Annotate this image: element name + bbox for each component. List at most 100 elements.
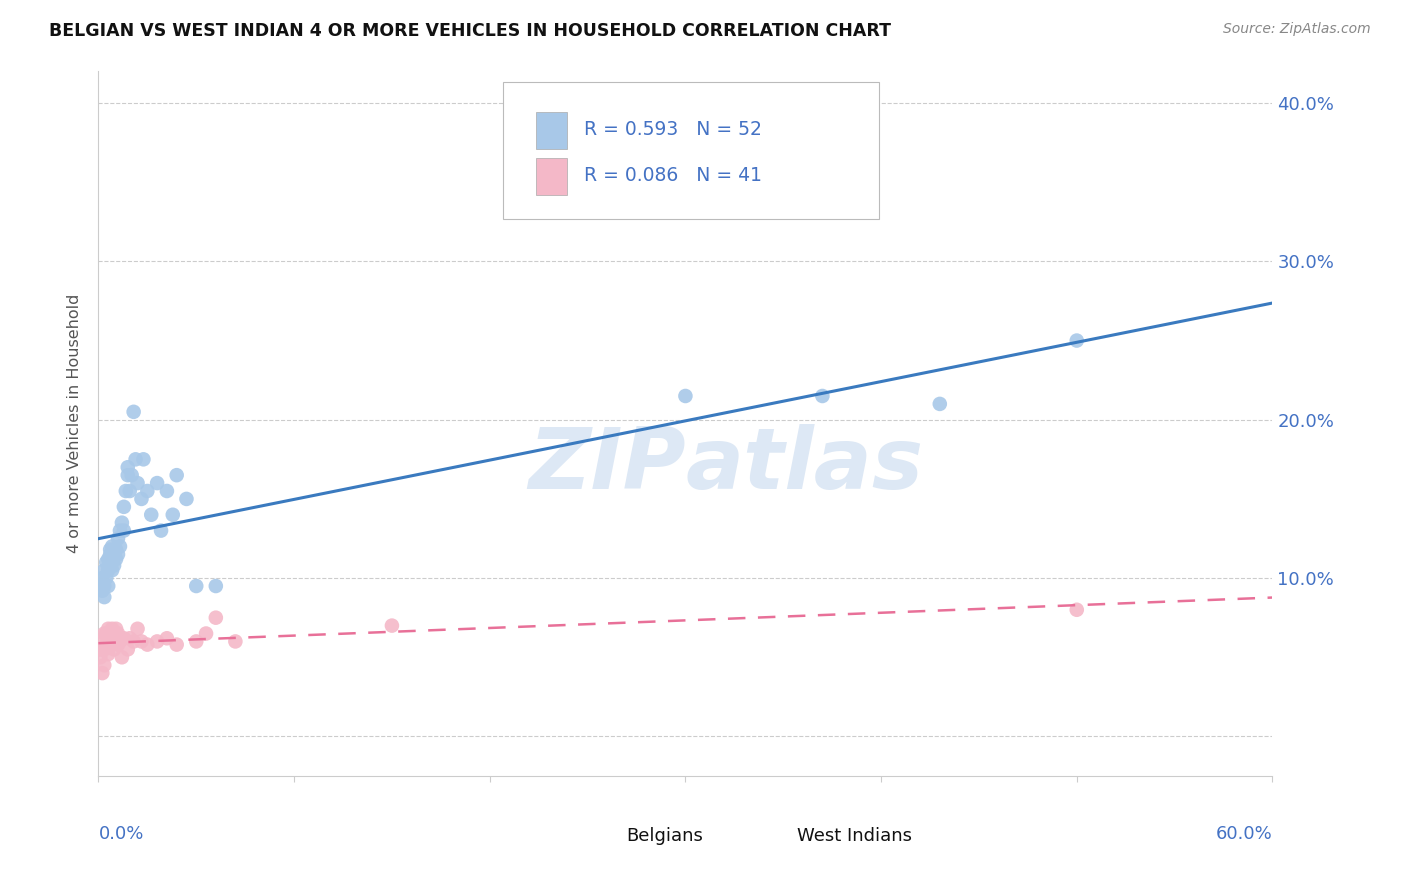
Point — [91, 642, 114, 657]
Text: Source: ZipAtlas.com: Source: ZipAtlas.com — [1223, 22, 1371, 37]
Point — [101, 540, 124, 554]
Point — [103, 626, 125, 640]
Bar — [536, 112, 567, 149]
Point — [89, 642, 111, 657]
Point — [118, 483, 141, 498]
Point — [91, 666, 114, 681]
Point — [98, 558, 121, 573]
Point — [107, 547, 129, 561]
Point — [105, 622, 128, 636]
Point — [150, 524, 173, 538]
Point — [96, 571, 118, 585]
Point — [146, 476, 169, 491]
Point — [91, 583, 114, 598]
Text: R = 0.086   N = 41: R = 0.086 N = 41 — [585, 166, 762, 186]
Point — [101, 634, 124, 648]
Point — [103, 558, 125, 573]
Point — [114, 483, 136, 498]
Point — [117, 460, 139, 475]
Text: Belgians: Belgians — [627, 827, 703, 845]
Point — [127, 622, 149, 636]
Point — [121, 468, 143, 483]
Point — [105, 634, 128, 648]
Point — [105, 542, 128, 557]
Point — [381, 618, 404, 632]
Point — [111, 516, 134, 530]
Point — [91, 571, 114, 585]
Text: ZIP: ZIP — [527, 425, 686, 508]
Point — [131, 634, 153, 648]
Point — [186, 634, 208, 648]
Point — [98, 626, 121, 640]
Point — [928, 397, 950, 411]
Point — [136, 638, 159, 652]
Point — [111, 650, 134, 665]
Point — [166, 468, 188, 483]
Point — [107, 532, 129, 546]
Point — [811, 389, 834, 403]
Bar — [762, 825, 787, 847]
Point — [101, 563, 124, 577]
Point — [162, 508, 184, 522]
Text: R = 0.593   N = 52: R = 0.593 N = 52 — [585, 120, 762, 139]
Point — [112, 632, 135, 646]
Bar — [536, 158, 567, 194]
Point — [112, 500, 135, 514]
Point — [101, 622, 124, 636]
Point — [107, 638, 129, 652]
Point — [131, 491, 153, 506]
Point — [107, 626, 129, 640]
Point — [124, 452, 146, 467]
Point — [122, 405, 145, 419]
Point — [195, 626, 218, 640]
Point — [127, 476, 149, 491]
Text: 60.0%: 60.0% — [1216, 825, 1272, 843]
Point — [108, 634, 131, 648]
Point — [1066, 334, 1088, 348]
Bar — [592, 825, 617, 847]
Point — [93, 563, 115, 577]
Point — [117, 642, 139, 657]
Point — [118, 632, 141, 646]
Point — [93, 658, 115, 673]
Point — [91, 634, 114, 648]
Y-axis label: 4 or more Vehicles in Household: 4 or more Vehicles in Household — [67, 294, 83, 553]
Point — [1066, 603, 1088, 617]
Point — [205, 579, 228, 593]
Point — [141, 508, 163, 522]
Point — [117, 468, 139, 483]
Point — [112, 524, 135, 538]
Point — [97, 563, 120, 577]
Point — [89, 650, 111, 665]
Point — [89, 579, 111, 593]
Point — [122, 634, 145, 648]
Point — [93, 590, 115, 604]
Point — [96, 638, 118, 652]
Point — [132, 452, 155, 467]
Point — [675, 389, 697, 403]
Point — [166, 638, 188, 652]
Point — [176, 491, 198, 506]
Text: atlas: atlas — [686, 425, 924, 508]
Text: 0.0%: 0.0% — [98, 825, 143, 843]
Point — [93, 579, 115, 593]
Point — [108, 540, 131, 554]
Point — [156, 483, 179, 498]
Point — [186, 579, 208, 593]
Point — [205, 610, 228, 624]
Text: BELGIAN VS WEST INDIAN 4 OR MORE VEHICLES IN HOUSEHOLD CORRELATION CHART: BELGIAN VS WEST INDIAN 4 OR MORE VEHICLE… — [49, 22, 891, 40]
Point — [136, 483, 159, 498]
Point — [97, 634, 120, 648]
Point — [96, 626, 118, 640]
Point — [146, 634, 169, 648]
Point — [97, 647, 120, 661]
Point — [98, 638, 121, 652]
Point — [156, 632, 179, 646]
Point — [101, 552, 124, 566]
Point — [108, 524, 131, 538]
Point — [98, 542, 121, 557]
Point — [97, 579, 120, 593]
Text: West Indians: West Indians — [797, 827, 912, 845]
Point — [93, 642, 115, 657]
Point — [93, 626, 115, 640]
